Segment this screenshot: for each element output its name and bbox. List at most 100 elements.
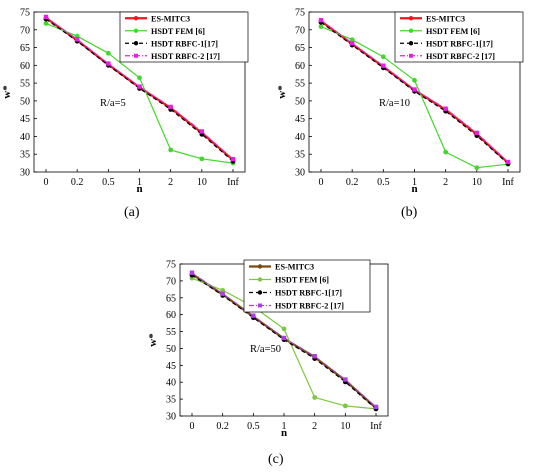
- y-tick-label: 70: [295, 25, 305, 36]
- x-axis-label: n: [281, 427, 287, 439]
- y-tick-label: 30: [166, 412, 176, 423]
- y-tick-label: 35: [20, 150, 30, 161]
- y-tick-label: 60: [20, 61, 30, 72]
- y-axis-label: w*: [147, 333, 159, 347]
- series-2-marker: [380, 54, 386, 60]
- y-tick-label: 35: [295, 150, 305, 161]
- chart-panel-c: 30 35 40 45 50 55 60 65 70 75 0 0.2 0.5 1 2 10 Inf n w* R/a…: [140, 240, 410, 475]
- x-tick-label: 1: [282, 421, 287, 432]
- x-tick-label: 0.2: [71, 177, 84, 188]
- chart-a-svg: 30 35 40 45 50 55 60 65 70 75 0 0.2 0.5 1 2 10 Inf n w* R/a…: [1, 8, 249, 195]
- x-tick-label: 10: [472, 177, 482, 188]
- legend-label-3: HSDT RBFC-1[17]: [151, 39, 218, 48]
- series-2-marker: [168, 147, 174, 153]
- legend-marker-1: [408, 16, 414, 21]
- x-tick-label: 2: [168, 177, 173, 188]
- series-4-marker: [137, 84, 142, 89]
- y-tick-label: 40: [295, 132, 305, 143]
- y-axis-label: w*: [1, 85, 13, 99]
- y-tick-label: 65: [20, 43, 30, 54]
- y-axis-label: w*: [276, 85, 288, 99]
- series-2-marker: [199, 156, 205, 162]
- series-2-marker: [105, 50, 111, 56]
- legend-marker-1: [133, 16, 139, 21]
- x-tick-label: Inf: [227, 177, 239, 188]
- x-tick-label: 0.5: [377, 177, 390, 188]
- chart-b-svg: 30 35 40 45 50 55 60 65 70 75 0 0.2 0.5 1 2 10 Inf n w* R/a…: [276, 8, 524, 195]
- legend-marker-1: [257, 264, 263, 269]
- y-tick-label: 60: [166, 310, 176, 321]
- y-tick-label: 50: [20, 96, 30, 107]
- series-4-marker: [349, 41, 355, 46]
- legend-label-3: HSDT RBFC-1[17]: [426, 39, 493, 48]
- series-4-marker: [443, 106, 448, 111]
- series-4-marker: [74, 37, 80, 42]
- series-4-marker: [312, 354, 317, 359]
- series-4-marker: [43, 14, 49, 20]
- series-4-marker: [343, 377, 348, 382]
- annotation-label: R/a=50: [250, 344, 281, 355]
- series-2-marker: [281, 326, 287, 332]
- y-tick-label: 45: [166, 361, 176, 372]
- legend-label-2: HSDT FEM [6]: [426, 27, 480, 36]
- series-2-marker: [443, 149, 449, 155]
- y-tick-label: 45: [20, 114, 30, 125]
- series-4-marker: [381, 63, 386, 68]
- x-tick-label: 0.5: [247, 421, 260, 432]
- y-tick-label: 65: [166, 293, 176, 304]
- series-4-marker: [318, 17, 324, 23]
- chart-b-caption: (b): [401, 205, 418, 220]
- x-tick-label: 10: [197, 177, 207, 188]
- legend-label-3: HSDT RBFC-1[17]: [275, 289, 342, 298]
- x-tick-label: 0: [319, 177, 324, 188]
- y-tick-label: 75: [295, 8, 305, 19]
- chart-panel-b: 30 35 40 45 50 55 60 65 70 75 0 0.2 0.5 1 2 10 Inf n w* R/a…: [275, 0, 550, 230]
- series-4-marker: [281, 335, 287, 341]
- y-tick-label: 50: [295, 96, 305, 107]
- x-tick-label: 0.5: [102, 177, 115, 188]
- x-tick-label: 0.2: [346, 177, 359, 188]
- legend-label-1: ES-MITC3: [275, 263, 314, 272]
- y-tick-label: 50: [166, 344, 176, 355]
- series-4-marker: [251, 313, 256, 318]
- series-2-marker: [349, 37, 355, 43]
- legend-marker-2: [408, 28, 414, 33]
- series-2-marker: [318, 24, 324, 29]
- x-tick-label: 1: [137, 177, 142, 188]
- chart-c-caption: (c): [268, 452, 284, 467]
- series-4-marker: [474, 130, 480, 136]
- legend-label-2: HSDT FEM [6]: [151, 27, 205, 36]
- y-tick-label: 60: [295, 61, 305, 72]
- legend-box: [243, 259, 371, 313]
- y-tick-label: 65: [295, 43, 305, 54]
- series-2-marker: [342, 403, 348, 409]
- legend-label-4: HSDT RBFC-2 [17]: [275, 302, 344, 311]
- chart-a-caption: (a): [124, 205, 140, 220]
- x-tick-label: 0: [190, 421, 195, 432]
- y-tick-label: 35: [166, 395, 176, 406]
- series-4-marker: [230, 157, 236, 162]
- series-4-marker: [220, 291, 225, 296]
- legend-box: [394, 11, 524, 63]
- legend-marker-4: [134, 53, 138, 58]
- y-tick-label: 40: [166, 378, 176, 389]
- annotation-label: R/a=10: [379, 98, 410, 109]
- series-4-marker: [189, 270, 195, 275]
- legend-marker-3: [133, 41, 139, 46]
- y-tick-label: 55: [166, 327, 176, 338]
- x-tick-label: Inf: [370, 421, 382, 432]
- series-4-marker: [505, 159, 511, 165]
- x-tick-label: 2: [443, 177, 448, 188]
- chart-panel-a: 30 35 40 45 50 55 60 65 70 75 0 0.2 0.5 1 2 10 Inf n w* R/a…: [0, 0, 275, 230]
- x-tick-label: 1: [412, 177, 417, 188]
- y-tick-label: 70: [20, 25, 30, 36]
- y-tick-label: 30: [20, 168, 30, 179]
- legend-box: [119, 11, 249, 63]
- series-2-marker: [412, 77, 417, 83]
- x-tick-label: Inf: [502, 177, 514, 188]
- y-tick-label: 45: [295, 114, 305, 125]
- y-tick-label: 75: [166, 260, 176, 271]
- annotation-label: R/a=5: [100, 98, 126, 109]
- chart-c-svg: 30 35 40 45 50 55 60 65 70 75 0 0.2 0.5 1 2 10 Inf n w* R/a…: [147, 259, 389, 439]
- x-tick-label: 2: [312, 421, 317, 432]
